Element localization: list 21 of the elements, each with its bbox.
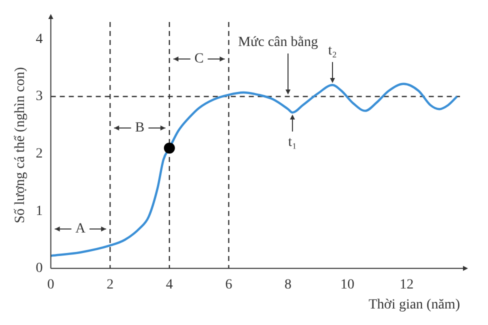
annotation: Mức cân bằng xyxy=(238,35,318,50)
x-axis-title: Thời gian (năm) xyxy=(368,297,460,312)
x-tick-label: 8 xyxy=(284,277,292,292)
x-tick-label: 2 xyxy=(106,277,114,292)
annotation: A xyxy=(75,222,86,237)
x-tick-label: 12 xyxy=(400,277,414,292)
y-tick-label: 4 xyxy=(36,32,43,47)
x-tick-label: 10 xyxy=(340,277,354,292)
x-tick-label: 4 xyxy=(166,277,173,292)
line-series xyxy=(50,82,458,257)
annotation: C xyxy=(194,52,204,67)
annotation: t₂ xyxy=(328,44,337,59)
x-tick-label: 6 xyxy=(225,277,232,292)
y-tick-label: 2 xyxy=(36,146,43,162)
annotation: t₁ xyxy=(288,135,297,150)
y-tick-label: 3 xyxy=(36,89,43,104)
x-tick-label: 0 xyxy=(47,277,54,292)
y-axis-title: Số lượng cá thể (nghìn con) xyxy=(13,66,28,224)
y-tick-label: 1 xyxy=(36,204,43,219)
annotation: B xyxy=(135,120,144,136)
y-tick-label: 0 xyxy=(36,261,43,276)
